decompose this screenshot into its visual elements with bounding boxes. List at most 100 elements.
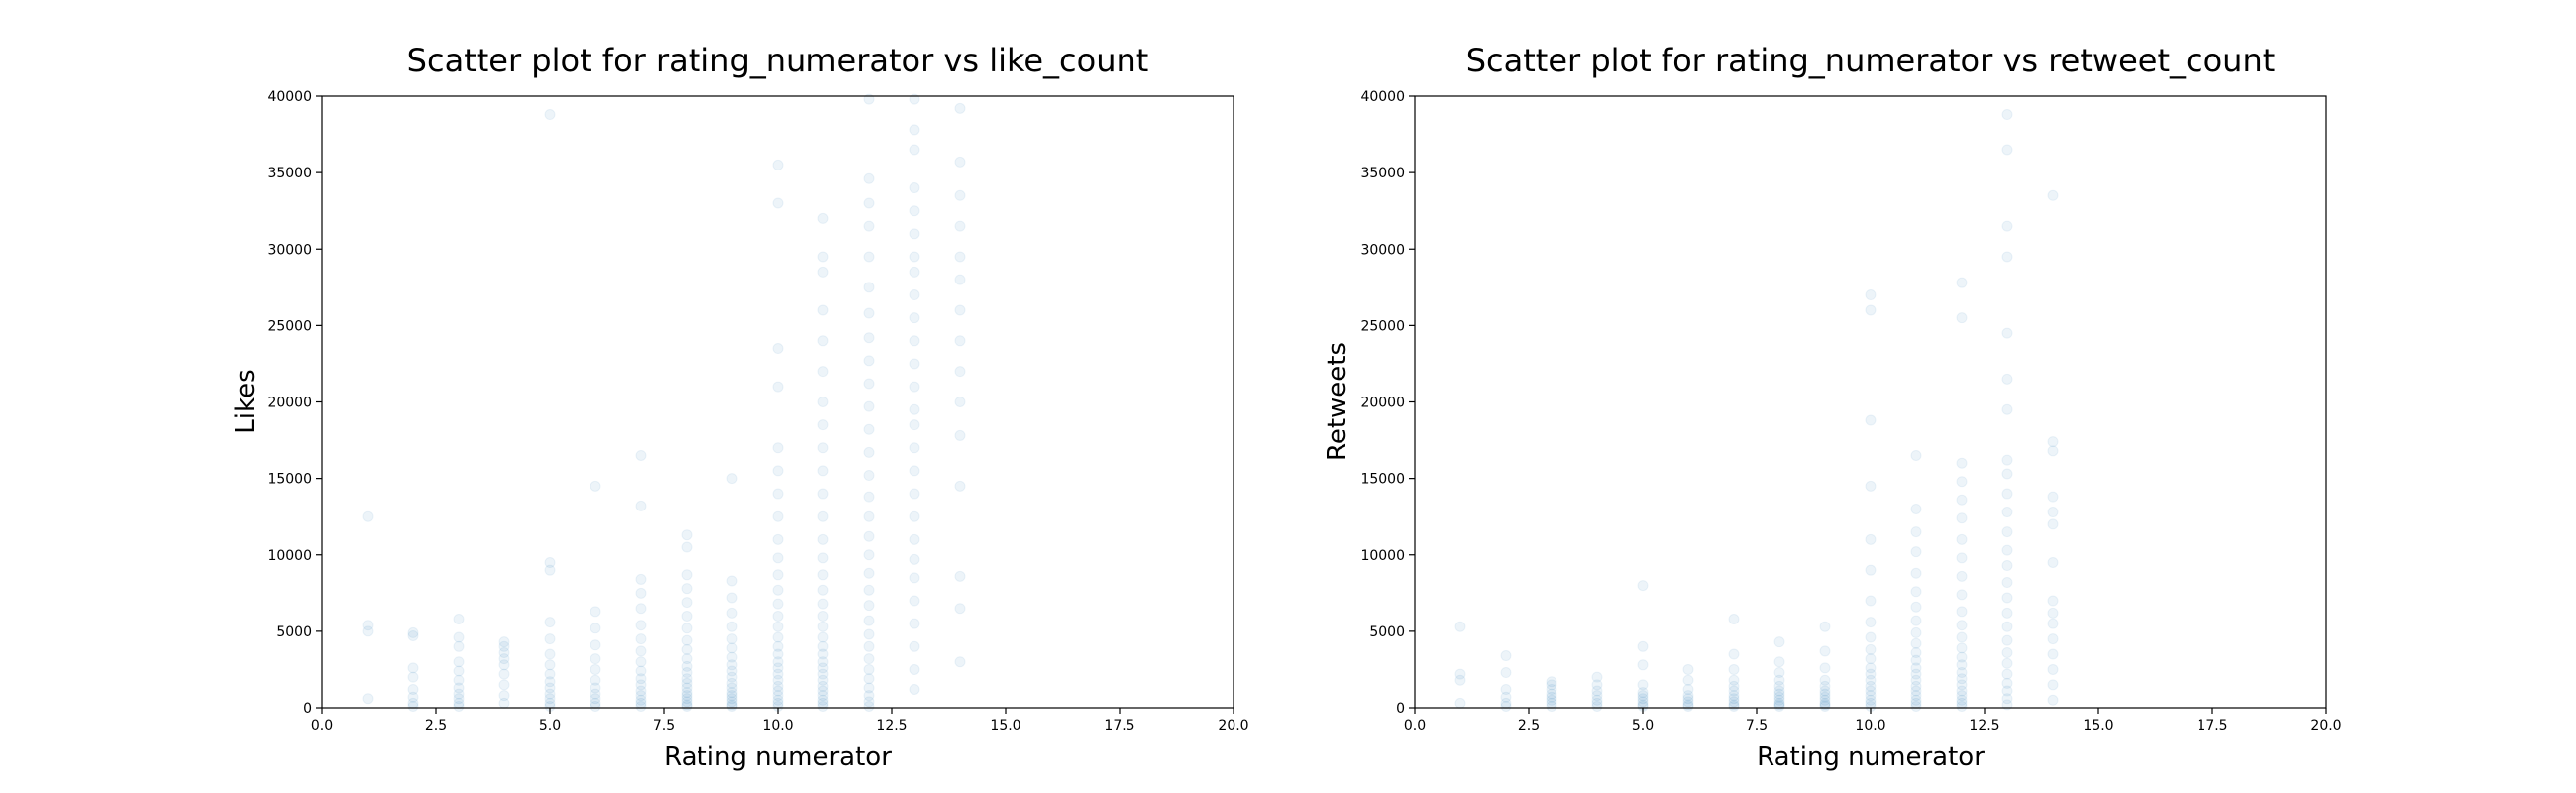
scatter-point xyxy=(954,251,966,263)
scatter-point xyxy=(635,700,647,712)
scatter-point xyxy=(2001,251,2013,263)
scatter-point xyxy=(817,304,829,316)
scatter-point xyxy=(1728,663,1740,675)
y-axis: 0 5000 10000 15000 20000 25000 30000 35000 40000 xyxy=(268,89,322,717)
scatter-point xyxy=(635,694,647,706)
scatter-point xyxy=(1546,683,1557,695)
scatter-point xyxy=(1773,636,1785,648)
scatter-point xyxy=(909,312,920,324)
scatter-point xyxy=(544,633,556,645)
x-tick-label: 2.5 xyxy=(425,718,447,734)
scatter-point xyxy=(2001,403,2013,415)
scatter-point xyxy=(1728,685,1740,697)
scatter-point xyxy=(772,584,784,596)
scatter-point xyxy=(635,500,647,511)
scatter-point xyxy=(681,643,693,655)
scatter-point xyxy=(2001,507,2013,518)
scatter-point xyxy=(772,685,784,697)
scatter-point xyxy=(635,673,647,685)
scatter-point xyxy=(1546,691,1557,703)
scatter-point xyxy=(1454,674,1466,686)
scatter-point xyxy=(1682,674,1694,686)
scatter-point xyxy=(1910,637,1922,649)
scatter-point xyxy=(817,584,829,596)
x-tick-label: 15.0 xyxy=(990,718,1020,734)
scatter-point xyxy=(863,400,875,412)
scatter-point xyxy=(498,679,510,691)
scatter-point xyxy=(817,674,829,686)
x-axis: 0.0 2.5 5.0 7.5 10.0 12.5 15.0 17.5 20.0 xyxy=(1404,708,2342,734)
scatter-point xyxy=(590,606,601,618)
scatter-point xyxy=(817,533,829,545)
scatter-point xyxy=(726,633,738,645)
scatter-point xyxy=(498,636,510,648)
scatter-point xyxy=(635,656,647,668)
scatter-point xyxy=(2001,592,2013,604)
scatter-point xyxy=(863,220,875,232)
scatter-point xyxy=(1591,700,1603,712)
y-tick-label: 0 xyxy=(303,701,312,717)
scatter-point xyxy=(2001,577,2013,589)
scatter-point xyxy=(1865,617,1877,628)
scatter-point xyxy=(1773,674,1785,686)
scatter-point xyxy=(863,530,875,542)
scatter-point xyxy=(1637,687,1649,699)
scatter-point xyxy=(2001,677,2013,689)
scatter-point xyxy=(681,673,693,685)
scatter-point xyxy=(2001,109,2013,121)
scatter-point xyxy=(590,700,601,712)
scatter-point xyxy=(453,614,465,625)
scatter-point xyxy=(817,266,829,278)
scatter-point xyxy=(1454,621,1466,632)
scatter-point xyxy=(1819,691,1831,703)
scatter-point xyxy=(2001,454,2013,466)
scatter-point xyxy=(1910,567,1922,579)
scatter-point xyxy=(1910,674,1922,686)
scatter-point xyxy=(772,343,784,355)
scatter-point xyxy=(1454,697,1466,709)
scatter-point xyxy=(772,442,784,454)
scatter-point xyxy=(817,335,829,347)
scatter-point xyxy=(2001,607,2013,619)
scatter-point xyxy=(1819,662,1831,674)
scatter-point xyxy=(1500,667,1512,679)
chart-likes: Scatter plot for rating_numerator vs lik… xyxy=(231,42,1249,772)
scatter-point xyxy=(1546,700,1557,712)
scatter-point xyxy=(909,358,920,370)
scatter-point xyxy=(1637,640,1649,652)
scatter-point xyxy=(498,653,510,665)
scatter-point xyxy=(863,446,875,458)
scatter-point xyxy=(2001,373,2013,385)
scatter-point xyxy=(1591,694,1603,706)
scatter-point xyxy=(726,473,738,485)
scatter-point xyxy=(1910,685,1922,697)
scatter-point xyxy=(863,640,875,652)
scatter-point xyxy=(772,656,784,668)
x-axis: 0.0 2.5 5.0 7.5 10.0 12.5 15.0 17.5 20.0 xyxy=(311,708,1249,734)
x-tick-label: 15.0 xyxy=(2083,718,2113,734)
scatter-point xyxy=(1865,643,1877,655)
scatter-point xyxy=(1728,680,1740,692)
scatter-point xyxy=(954,570,966,582)
scatter-point xyxy=(544,648,556,660)
scatter-point xyxy=(1819,680,1831,692)
scatter-point xyxy=(2001,560,2013,572)
scatter-point xyxy=(1865,653,1877,665)
scatter-point xyxy=(590,693,601,705)
scatter-point xyxy=(726,690,738,702)
scatter-point xyxy=(2001,657,2013,669)
scatter-point xyxy=(498,659,510,671)
scatter-point xyxy=(772,640,784,652)
scatter-point xyxy=(1910,615,1922,626)
scatter-point xyxy=(1546,679,1557,691)
scatter-point xyxy=(863,423,875,435)
scatter-point xyxy=(544,693,556,705)
scatter-point xyxy=(772,533,784,545)
scatter-point xyxy=(954,480,966,492)
y-tick-label: 20000 xyxy=(268,396,312,411)
scatter-point xyxy=(1956,312,1968,324)
scatter-point xyxy=(1956,494,1968,506)
scatter-point xyxy=(1956,694,1968,706)
scatter-point xyxy=(817,212,829,224)
scatter-point xyxy=(863,567,875,579)
